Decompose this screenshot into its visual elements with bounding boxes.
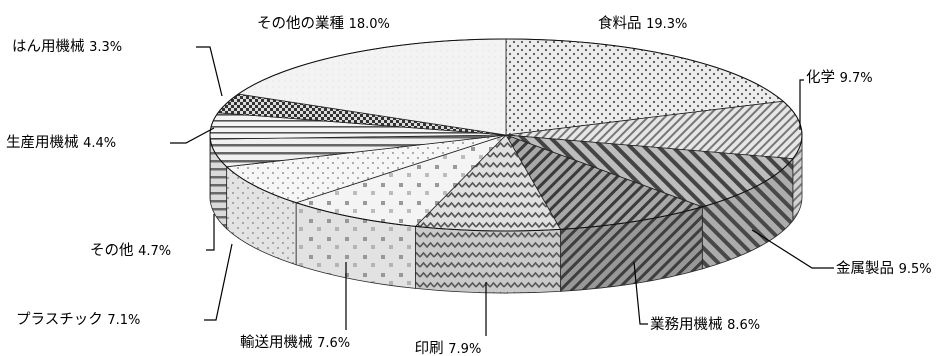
- slice-label-value: 8.6%: [727, 318, 760, 333]
- slice-label-name: プラスチック: [16, 311, 107, 328]
- slice-label-2: 金属製品 9.5%: [836, 260, 932, 277]
- slice-label-name: 輸送用機械: [240, 334, 317, 351]
- slice-label-value: 4.4%: [83, 136, 116, 151]
- slice-label-name: 食料品: [598, 15, 646, 32]
- slice-labels: 食料品 19.3% 化学 9.7% 金属製品 9.5% 業務用機械 8.6% 印刷 7.…: [6, 15, 932, 356]
- leader-line-8: [170, 127, 215, 144]
- slice-label-0: 食料品 19.3%: [598, 15, 687, 32]
- slice-label-value: 9.7%: [840, 71, 873, 86]
- slice-label-value: 9.5%: [899, 262, 932, 277]
- slice-label-name: 印刷: [415, 340, 449, 356]
- slice-label-7: その他 4.7%: [90, 242, 171, 259]
- slice-label-name: 金属製品: [836, 260, 899, 277]
- slice-label-3: 業務用機械 8.6%: [650, 316, 760, 333]
- pie-top-faces: [209, 38, 803, 232]
- leader-line-2: [751, 229, 834, 269]
- pie-side-walls: [209, 134, 803, 294]
- slice-label-value: 7.6%: [317, 336, 350, 351]
- leader-lines: [170, 46, 834, 336]
- leader-line-6: [204, 243, 233, 321]
- slice-label-name: 生産用機械: [6, 134, 83, 151]
- leader-line-1: [799, 79, 804, 130]
- slice-label-value: 4.7%: [138, 244, 171, 259]
- slice-label-6: プラスチック 7.1%: [16, 311, 140, 328]
- slice-label-5: 輸送用機械 7.6%: [240, 334, 350, 351]
- leader-line-3: [633, 261, 648, 325]
- slice-label-1: 化学 9.7%: [806, 69, 873, 86]
- leader-line-7: [206, 214, 215, 251]
- slice-label-name: 化学: [806, 69, 840, 86]
- slice-label-name: その他: [90, 242, 138, 259]
- slice-label-name: はん用機械: [12, 38, 89, 55]
- slice-label-value: 19.3%: [646, 17, 687, 32]
- slice-label-10: その他の業種 18.0%: [257, 15, 390, 32]
- slice-label-value: 7.1%: [107, 313, 140, 328]
- leader-line-9: [196, 46, 223, 97]
- slice-label-8: 生産用機械 4.4%: [6, 134, 116, 151]
- slice-label-value: 7.9%: [448, 342, 481, 356]
- slice-label-4: 印刷 7.9%: [415, 340, 482, 356]
- slice-label-name: その他の業種: [257, 15, 349, 32]
- slice-label-value: 3.3%: [89, 40, 122, 55]
- slice-label-value: 18.0%: [349, 17, 390, 32]
- slice-label-name: 業務用機械: [650, 316, 727, 333]
- slice-label-9: はん用機械 3.3%: [12, 38, 122, 55]
